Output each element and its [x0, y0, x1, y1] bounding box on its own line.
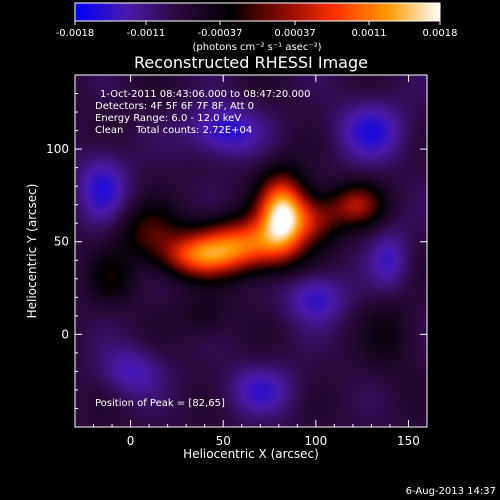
colorbar-tick-label: 0.00037: [274, 28, 315, 39]
y-tick-label: 50: [54, 235, 69, 249]
annotation-clean-counts: Clean Total counts: 2.72E+04: [95, 125, 252, 136]
x-tick-label: 100: [304, 434, 327, 448]
colorbar: -0.0018 -0.0011 -0.00037 0.00037 0.0011 0.001…: [56, 2, 458, 53]
x-tick-label: 0: [127, 434, 135, 448]
y-tick-label: 0: [61, 327, 69, 341]
colorbar-tick-label: -0.00037: [198, 28, 243, 39]
annotation-peak-position: Position of Peak = [82,65]: [95, 398, 225, 409]
colorbar-units-label: (photons cm⁻² s⁻¹ asec⁻²): [192, 42, 321, 53]
chart-title: Reconstructed RHESSI Image: [134, 53, 368, 72]
info-annotations: 1-Oct-2011 08:43:06.000 to 08:47:20.000 …: [95, 89, 311, 409]
annotation-energy-range: Energy Range: 6.0 - 12.0 keV: [95, 113, 241, 124]
colorbar-tick-label: -0.0018: [56, 28, 95, 39]
annotation-detectors: Detectors: 4F 5F 6F 7F 8F, Att 0: [95, 101, 254, 112]
annotation-time-range: 1-Oct-2011 08:43:06.000 to 08:47:20.000: [100, 89, 311, 100]
colorbar-tick-label: -0.0011: [127, 28, 166, 39]
colorbar-tick-label: 0.0018: [423, 28, 458, 39]
plot-frame: [74, 74, 428, 428]
y-axis-label: Heliocentric Y (arcsec): [25, 184, 39, 319]
colorbar-tick-label: 0.0011: [352, 28, 387, 39]
x-axis-label: Heliocentric X (arcsec): [183, 447, 319, 461]
footer-timestamp: 6-Aug-2013 14:37: [406, 486, 496, 497]
x-tick-label: 150: [397, 434, 420, 448]
colorbar-ticks: -0.0018 -0.0011 -0.00037 0.00037 0.0011 0.001…: [56, 21, 458, 39]
y-tick-label: 100: [46, 142, 69, 156]
heatmap-image: [75, 75, 427, 427]
heatmap: [75, 75, 427, 427]
x-tick-label: 50: [216, 434, 231, 448]
colorbar-gradient: [74, 2, 441, 22]
axis-ticks: 0 50 100 150 0 50 100: [46, 74, 428, 448]
